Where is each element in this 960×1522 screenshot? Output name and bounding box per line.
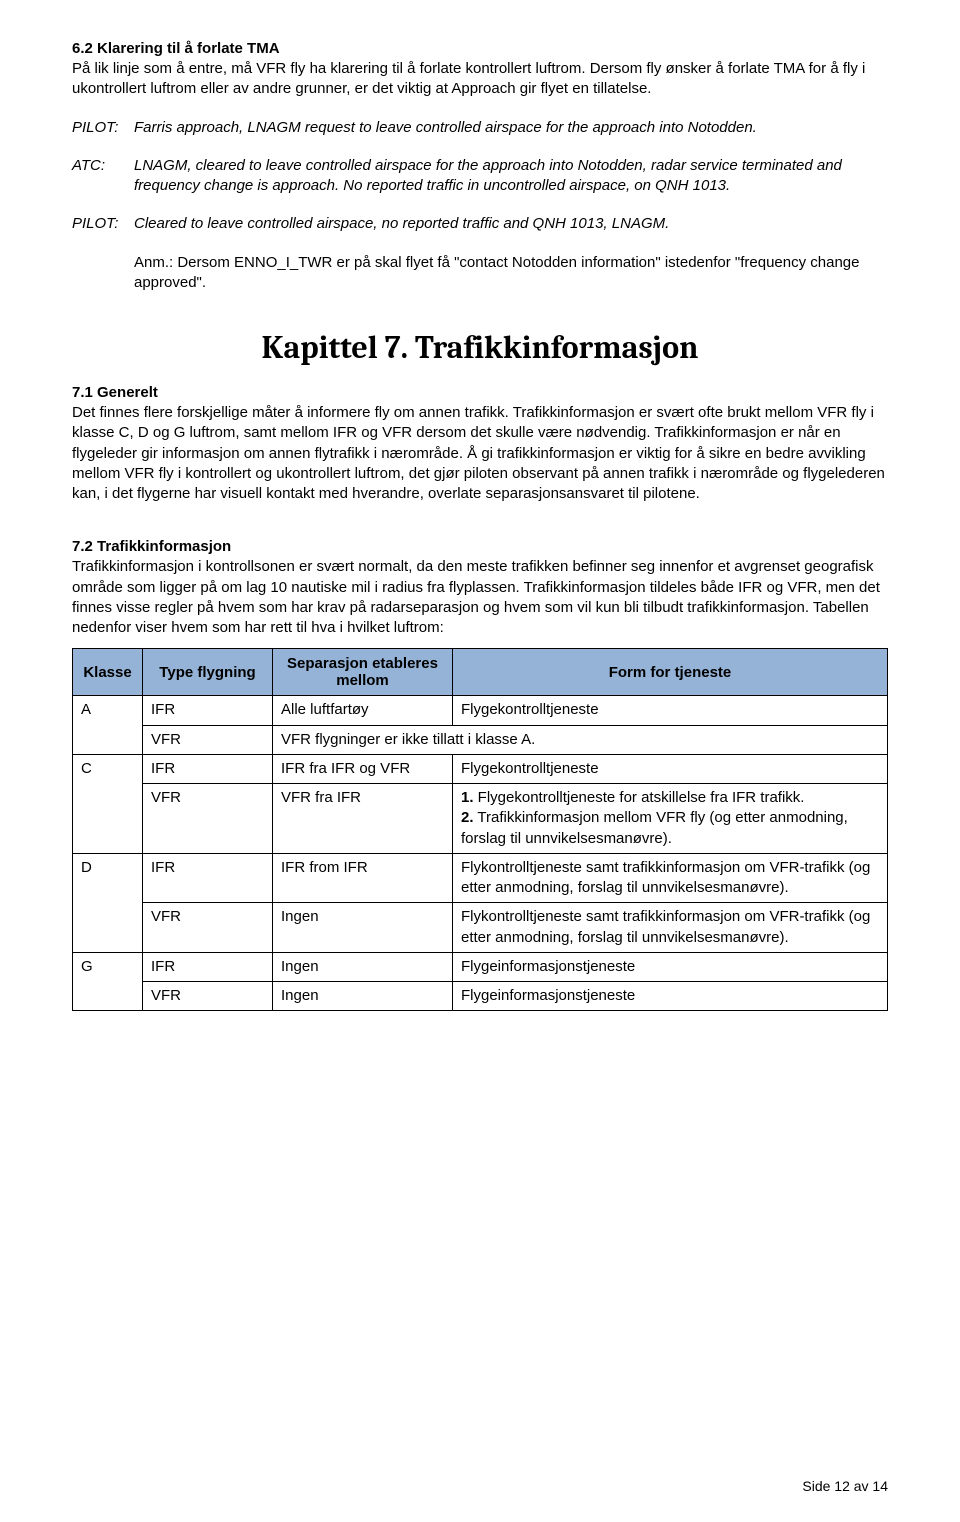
cell-type: VFR	[143, 725, 273, 754]
section-7-2-heading: 7.2 Trafikkinformasjon	[72, 538, 888, 555]
cell-sep: IFR from IFR	[273, 853, 453, 903]
cell-type: VFR	[143, 903, 273, 953]
cell-tjeneste: Flygekontrolltjeneste	[453, 696, 888, 725]
cell-type: VFR	[143, 784, 273, 854]
section-7-1-body: Det finnes flere forskjellige måter å in…	[72, 403, 888, 504]
th-klasse: Klasse	[73, 649, 143, 696]
dialog-speech: LNAGM, cleared to leave controlled airsp…	[134, 156, 888, 197]
dialog-speaker: PILOT:	[72, 214, 134, 234]
dialog-pilot-1: PILOT: Farris approach, LNAGM request to…	[72, 118, 888, 138]
th-separasjon: Separasjon etableres mellom	[273, 649, 453, 696]
table-row: VFR Ingen Flygeinformasjonstjeneste	[73, 982, 888, 1011]
cell-tjeneste: Flygeinformasjonstjeneste	[453, 982, 888, 1011]
table-row: D IFR IFR from IFR Flykontrolltjeneste s…	[73, 853, 888, 903]
dialog-speech: Farris approach, LNAGM request to leave …	[134, 118, 888, 138]
section-7-1-heading: 7.1 Generelt	[72, 384, 888, 401]
cell-klasse-a: A	[73, 696, 143, 755]
dialog-atc: ATC: LNAGM, cleared to leave controlled …	[72, 156, 888, 197]
table-row: VFR VFR flygninger er ikke tillatt i kla…	[73, 725, 888, 754]
table-row: VFR Ingen Flykontrolltjeneste samt trafi…	[73, 903, 888, 953]
table-row: A IFR Alle luftfartøy Flygekontrolltjene…	[73, 696, 888, 725]
dialog-speaker: PILOT:	[72, 118, 134, 138]
table-header-row: Klasse Type flygning Separasjon etablere…	[73, 649, 888, 696]
table-row: VFR VFR fra IFR 1. Flygekontrolltjeneste…	[73, 784, 888, 854]
note-anm: Anm.: Dersom ENNO_I_TWR er på skal flyet…	[72, 253, 888, 294]
table-row: C IFR IFR fra IFR og VFR Flygekontrolltj…	[73, 754, 888, 783]
cell-type: IFR	[143, 952, 273, 981]
cell-type: VFR	[143, 982, 273, 1011]
cell-tjeneste: Flykontrolltjeneste samt trafikkinformas…	[453, 903, 888, 953]
cell-klasse-g: G	[73, 952, 143, 1011]
cell-sep: Alle luftfartøy	[273, 696, 453, 725]
dialog-speech: Cleared to leave controlled airspace, no…	[134, 214, 888, 234]
cell-sep: VFR fra IFR	[273, 784, 453, 854]
cell-sep: Ingen	[273, 903, 453, 953]
table-row: G IFR Ingen Flygeinformasjonstjeneste	[73, 952, 888, 981]
section-6-2-heading: 6.2 Klarering til å forlate TMA	[72, 40, 888, 57]
dialog-pilot-2: PILOT: Cleared to leave controlled airsp…	[72, 214, 888, 234]
cell-type: IFR	[143, 754, 273, 783]
cell-tjeneste: Flykontrolltjeneste samt trafikkinformas…	[453, 853, 888, 903]
section-6-2-body: På lik linje som å entre, må VFR fly ha …	[72, 59, 888, 100]
cell-merged-a-vfr: VFR flygninger er ikke tillatt i klasse …	[273, 725, 888, 754]
airspace-services-table: Klasse Type flygning Separasjon etablere…	[72, 648, 888, 1011]
cell-sep: Ingen	[273, 982, 453, 1011]
cell-tjeneste: Flygekontrolltjeneste	[453, 754, 888, 783]
section-7-2-body: Trafikkinformasjon i kontrollsonen er sv…	[72, 557, 888, 638]
cell-sep: IFR fra IFR og VFR	[273, 754, 453, 783]
cell-sep: Ingen	[273, 952, 453, 981]
cell-klasse-d: D	[73, 853, 143, 952]
chapter-7-title: Kapittel 7. Trafikkinformasjon	[72, 329, 888, 366]
cell-type: IFR	[143, 853, 273, 903]
cell-tjeneste: Flygeinformasjonstjeneste	[453, 952, 888, 981]
cell-klasse-c: C	[73, 754, 143, 853]
th-tjeneste: Form for tjeneste	[453, 649, 888, 696]
dialog-speaker: ATC:	[72, 156, 134, 197]
page-footer: Side 12 av 14	[802, 1478, 888, 1494]
cell-tjeneste: 1. Flygekontrolltjeneste for atskillelse…	[453, 784, 888, 854]
th-type: Type flygning	[143, 649, 273, 696]
cell-type: IFR	[143, 696, 273, 725]
page: 6.2 Klarering til å forlate TMA På lik l…	[0, 0, 960, 1522]
